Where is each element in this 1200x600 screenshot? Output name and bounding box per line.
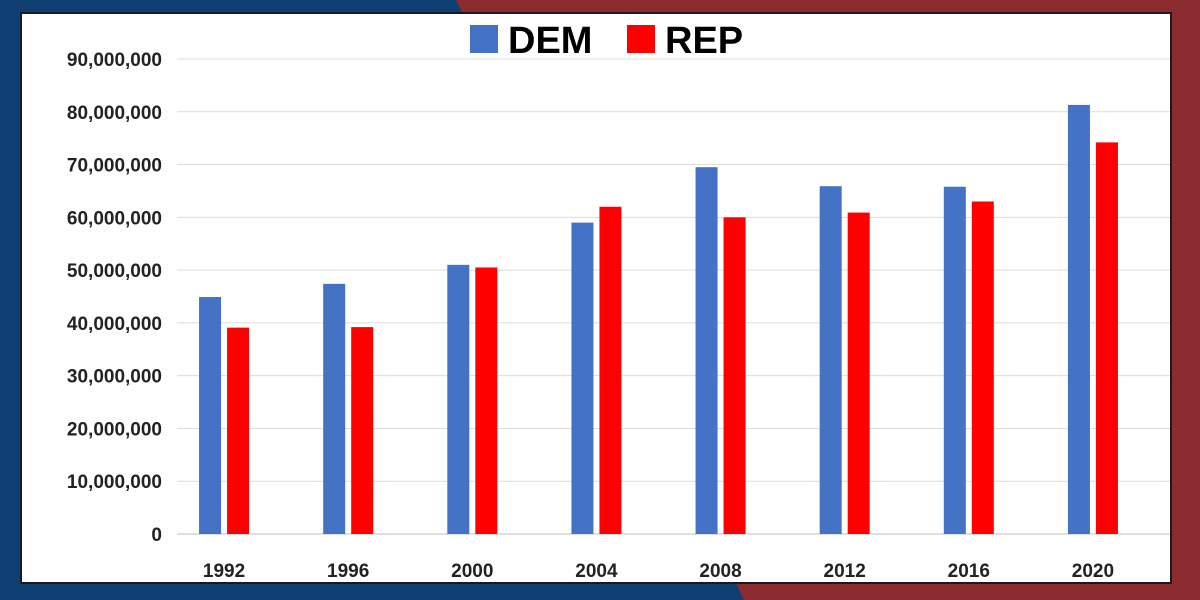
y-tick-label: 60,000,000 xyxy=(67,208,162,229)
x-axis: 1992 1996 2000 2004 2008 2012 2016 2020 xyxy=(203,561,1114,582)
bar-rep-2000 xyxy=(475,267,498,534)
bar-rep-2008 xyxy=(723,217,746,535)
bar-dem-2008 xyxy=(695,167,718,534)
x-tick-label: 2012 xyxy=(824,561,866,582)
x-tick-label: 2000 xyxy=(451,561,493,582)
legend-label-dem: DEM xyxy=(508,20,592,62)
bar-rep-2020 xyxy=(1095,142,1118,534)
x-tick-label: 1992 xyxy=(203,561,245,582)
bar-dem-2012 xyxy=(819,186,842,534)
bar-dem-2000 xyxy=(447,264,470,534)
bar-rep-2004 xyxy=(599,206,622,534)
chart-panel: 0 10,000,000 20,000,000 30,000,000 40,000,00… xyxy=(20,12,1172,584)
bar-chart: 0 10,000,000 20,000,000 30,000,000 40,000,00… xyxy=(67,20,1170,582)
bar-dem-1996 xyxy=(323,283,346,534)
x-tick-label: 2016 xyxy=(948,561,990,582)
y-axis: 0 10,000,000 20,000,000 30,000,000 40,000,00… xyxy=(67,50,162,546)
legend-swatch-rep xyxy=(627,25,655,53)
bar-dem-1992 xyxy=(199,297,222,534)
y-tick-label: 30,000,000 xyxy=(67,367,162,388)
bar-rep-2012 xyxy=(847,212,870,535)
legend-label-rep: REP xyxy=(665,20,743,62)
x-tick-label: 2004 xyxy=(575,561,618,582)
x-tick-label: 1996 xyxy=(327,561,369,582)
y-tick-label: 80,000,000 xyxy=(67,103,162,124)
bar-dem-2020 xyxy=(1067,104,1090,535)
bar-dem-2016 xyxy=(943,186,966,534)
legend: DEM REP xyxy=(470,20,743,62)
y-tick-label: 70,000,000 xyxy=(67,156,162,177)
y-tick-label: 10,000,000 xyxy=(67,472,162,493)
bar-rep-2016 xyxy=(971,201,994,534)
y-tick-label: 40,000,000 xyxy=(67,314,162,335)
y-tick-label: 0 xyxy=(151,525,162,546)
legend-swatch-dem xyxy=(470,25,498,53)
y-tick-label: 90,000,000 xyxy=(67,50,162,71)
y-tick-label: 20,000,000 xyxy=(67,419,162,440)
x-tick-label: 2008 xyxy=(699,561,741,582)
bars xyxy=(199,104,1118,535)
bar-rep-1992 xyxy=(227,327,250,534)
x-tick-label: 2020 xyxy=(1072,561,1114,582)
bar-rep-1996 xyxy=(351,327,374,534)
bar-dem-2004 xyxy=(571,222,594,534)
y-tick-label: 50,000,000 xyxy=(67,261,162,282)
